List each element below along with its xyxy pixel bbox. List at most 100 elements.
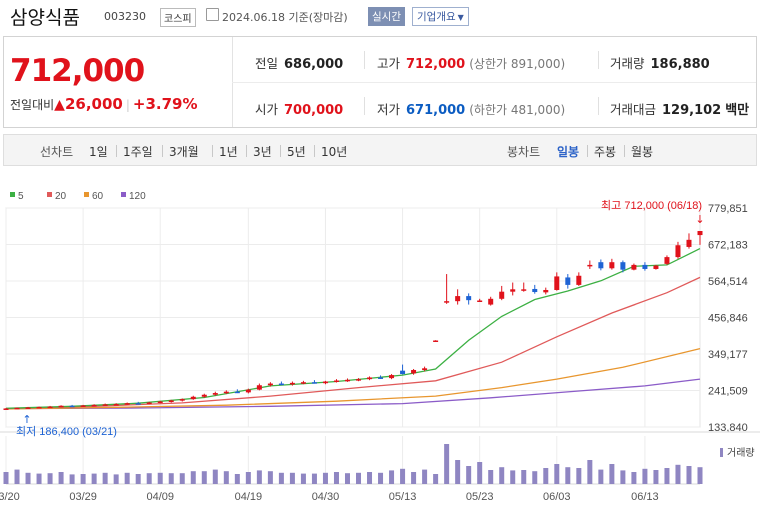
volume-bar <box>631 472 637 484</box>
volume-bar <box>675 464 681 484</box>
toolbar-divider <box>246 145 247 157</box>
volume-bar <box>477 462 483 484</box>
volume-bar <box>168 473 174 484</box>
price-change: 전일대비▲26,000 | +3.79% <box>10 95 198 113</box>
candle-body <box>3 408 9 410</box>
volume-bar <box>190 471 196 484</box>
candle-body <box>91 404 97 407</box>
volume-bar <box>510 470 516 484</box>
realtime-button[interactable]: 실시간 <box>368 7 405 26</box>
company-overview-label: 기업개요 <box>417 11 456 23</box>
x-tick-label: 06/03 <box>543 491 571 503</box>
candle-body <box>278 383 284 386</box>
period-10y-button[interactable]: 10년 <box>321 145 348 159</box>
candle-monthly-button[interactable]: 월봉 <box>631 145 654 159</box>
candle-body <box>455 296 461 302</box>
company-overview-dropdown[interactable]: 기업개요 ▼ <box>412 7 469 26</box>
divider <box>364 97 365 115</box>
candle-body <box>620 262 626 270</box>
candle-body <box>653 265 659 269</box>
legend-label-20: 20 <box>55 191 67 202</box>
volume-bar <box>267 471 273 484</box>
candle-body <box>664 257 670 264</box>
candle-body <box>598 262 604 269</box>
up-arrow-icon: ▲ <box>54 97 65 113</box>
candle-weekly-button[interactable]: 주봉 <box>594 145 617 159</box>
candle-body <box>642 264 648 269</box>
volume-bar <box>289 472 295 484</box>
volume-bar <box>322 472 328 484</box>
volume-bar <box>576 468 582 484</box>
period-3m-button[interactable]: 3개월 <box>169 145 199 159</box>
volume-bar <box>278 472 284 484</box>
high-cell: 고가 712,000 (상한가 891,000) <box>377 53 565 72</box>
volume-bar <box>201 471 207 484</box>
candle-body <box>411 369 417 374</box>
period-1w-button[interactable]: 1주일 <box>123 145 153 159</box>
candle-body <box>113 404 119 406</box>
high-label: 고가 <box>377 56 401 71</box>
y-tick-label: 133,840 <box>708 422 748 434</box>
period-5y-button[interactable]: 5년 <box>287 145 306 159</box>
price-chart[interactable]: 5 20 60 120 03/20 03/29 04/09 04/19 04/30 05/13 05… <box>0 180 760 510</box>
volume-bar <box>521 470 527 484</box>
y-tick-label: 564,514 <box>708 276 748 288</box>
toolbar-divider <box>212 145 213 157</box>
open-value: 700,000 <box>284 103 344 118</box>
volume-bar <box>565 467 571 484</box>
x-tick-label: 04/19 <box>235 491 263 503</box>
high-annotation: 최고 712,000 (06/18) <box>601 199 702 212</box>
volume-bar <box>598 469 604 484</box>
volume-bar <box>223 471 229 484</box>
candle-body <box>466 296 472 301</box>
candle-body <box>146 402 152 405</box>
prev-close-label: 전일 <box>255 56 279 71</box>
chart-toolbar: 선차트 1일 1주일 3개월 1년 3년 5년 10년 봉차트 일봉 주봉 월봉 <box>3 134 757 166</box>
volume-bar <box>554 464 560 484</box>
amount-value: 129,102 <box>662 103 722 118</box>
period-1d-button[interactable]: 1일 <box>89 145 108 159</box>
low-cell: 저가 671,000 (하한가 481,000) <box>377 99 565 118</box>
prev-close-cell: 전일 686,000 <box>255 53 343 72</box>
change-separator: | <box>125 98 130 112</box>
candle-body <box>168 400 174 403</box>
divider <box>598 51 599 69</box>
candle-body <box>344 379 350 382</box>
toolbar-divider <box>116 145 117 157</box>
volume-bar <box>179 473 185 484</box>
period-3y-button[interactable]: 3년 <box>253 145 272 159</box>
period-1y-button[interactable]: 1년 <box>219 145 238 159</box>
volume-bar <box>532 471 538 484</box>
upper-limit: (상한가 891,000) <box>469 57 566 71</box>
volume-bar <box>157 472 163 484</box>
candle-body <box>212 393 218 395</box>
volume-bar <box>256 470 262 484</box>
candle-daily-button[interactable]: 일봉 <box>557 145 580 159</box>
volume-bar <box>36 473 42 484</box>
candle-body <box>554 276 560 290</box>
candle-body <box>36 406 42 409</box>
candle-body <box>675 245 681 258</box>
legend-label-120: 120 <box>129 191 146 202</box>
x-tick-label: 03/20 <box>0 491 20 503</box>
volume-value: 186,880 <box>650 57 710 72</box>
candle-body <box>631 264 637 270</box>
candle-body <box>58 405 64 408</box>
candle-body <box>201 394 207 397</box>
legend-label-5: 5 <box>18 191 24 202</box>
candle-body <box>609 262 615 269</box>
volume-bar <box>620 470 626 484</box>
low-value: 671,000 <box>406 103 466 118</box>
price-summary: 712,000 전일대비▲26,000 | +3.79% <box>4 37 233 127</box>
x-tick-label: 05/23 <box>466 491 494 503</box>
volume-cell: 거래량 186,880 <box>610 53 710 72</box>
amount-cell: 거래대금 129,102 백만 <box>610 99 749 118</box>
volume-bar <box>686 466 692 484</box>
toolbar-divider <box>624 145 625 157</box>
candle-body <box>499 291 505 299</box>
candle-body <box>102 404 108 406</box>
candle-body <box>477 300 483 302</box>
x-tick-label: 04/09 <box>146 491 174 503</box>
ma120-line <box>5 378 701 410</box>
candle-body <box>245 389 251 393</box>
